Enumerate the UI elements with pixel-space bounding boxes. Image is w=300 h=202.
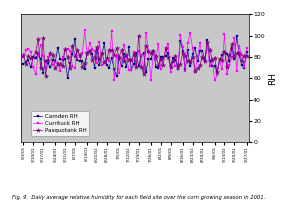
Currituck RH — [112, 79, 116, 82]
Camden RH — [235, 34, 238, 37]
Camden RH — [188, 65, 192, 67]
Currituck RH — [213, 79, 217, 82]
Pasquotank RH — [203, 60, 207, 62]
Camden RH — [201, 50, 204, 52]
Currituck RH — [83, 29, 86, 31]
Pasquotank RH — [245, 55, 248, 57]
Currituck RH — [206, 44, 209, 47]
Pasquotank RH — [213, 57, 217, 59]
Currituck RH — [159, 67, 163, 70]
Currituck RH — [191, 47, 194, 49]
Camden RH — [210, 65, 214, 68]
Camden RH — [157, 66, 160, 69]
Y-axis label: RH: RH — [268, 72, 277, 85]
Pasquotank RH — [159, 58, 163, 60]
Pasquotank RH — [44, 74, 47, 77]
Currituck RH — [245, 47, 248, 49]
Line: Currituck RH: Currituck RH — [22, 29, 248, 82]
Pasquotank RH — [206, 41, 209, 43]
Text: Fig. 9.  Daily average relative humidity for each field site over the corn growi: Fig. 9. Daily average relative humidity … — [12, 195, 266, 200]
Camden RH — [203, 59, 207, 61]
Line: Pasquotank RH: Pasquotank RH — [21, 33, 249, 78]
Camden RH — [245, 51, 248, 53]
Pasquotank RH — [201, 55, 204, 58]
Currituck RH — [22, 56, 25, 59]
Pasquotank RH — [191, 56, 194, 58]
Currituck RH — [201, 57, 204, 60]
Legend: Camden RH, Currituck RH, Pasquotank RH: Camden RH, Currituck RH, Pasquotank RH — [31, 111, 89, 136]
Camden RH — [22, 62, 25, 65]
Currituck RH — [203, 61, 207, 63]
Camden RH — [198, 50, 202, 52]
Pasquotank RH — [137, 34, 140, 37]
Line: Camden RH: Camden RH — [22, 34, 248, 80]
Pasquotank RH — [22, 54, 25, 56]
Camden RH — [66, 77, 69, 79]
